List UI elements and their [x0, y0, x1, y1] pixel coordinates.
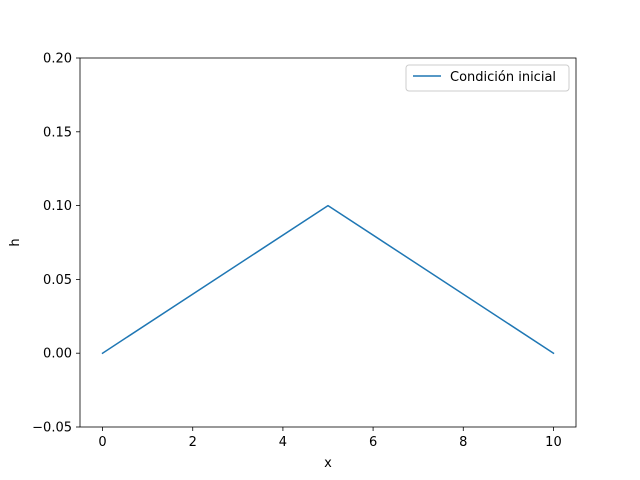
y-axis-label: h	[8, 238, 23, 246]
x-axis: 0 2 4 6 8 10	[98, 427, 562, 450]
plot-frame	[79, 57, 577, 428]
legend-entry-label: Condición inicial	[450, 70, 556, 85]
series-layer	[101, 204, 555, 355]
y-tick-label: 0.20	[43, 52, 72, 67]
x-tick-label: 10	[545, 435, 562, 450]
y-tick-label: 0.15	[43, 125, 72, 140]
x-tick-label: 2	[189, 435, 197, 450]
legend: Condición inicial	[405, 64, 570, 92]
plot-area	[80, 58, 576, 427]
x-tick-label: 6	[369, 435, 377, 450]
x-tick-label: 4	[279, 435, 287, 450]
y-tick-label: 0.05	[43, 273, 72, 288]
y-axis: −0.05 0.00 0.05 0.10 0.15 0.20	[32, 52, 80, 436]
y-tick-label: 0.10	[43, 199, 72, 214]
x-tick-label: 8	[459, 435, 467, 450]
x-tick-label: 0	[98, 435, 106, 450]
y-tick-label: −0.05	[32, 421, 72, 436]
series-line-0	[101, 204, 555, 355]
x-axis-label: x	[324, 456, 332, 471]
y-tick-label: 0.00	[43, 347, 72, 362]
legend-box	[405, 64, 570, 92]
